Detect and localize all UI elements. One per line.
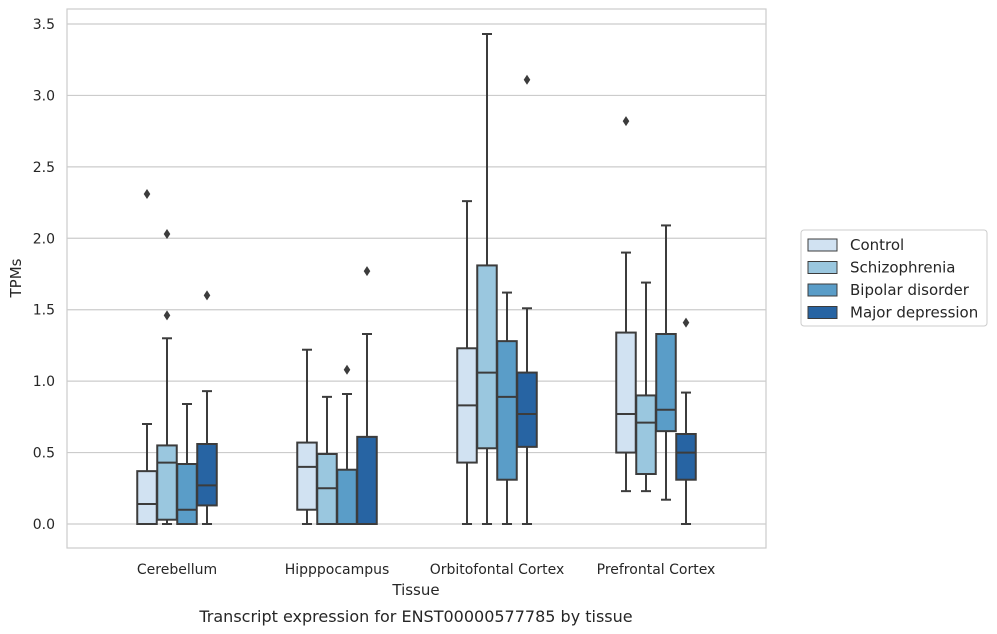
- box-body: [336, 468, 358, 526]
- box-schizophrenia: [635, 281, 657, 493]
- x-tick-label: Cerebellum: [137, 562, 217, 578]
- x-tick-label: Orbitofontal Cortex: [430, 562, 565, 578]
- box-body: [476, 264, 498, 450]
- outlier-point: [163, 229, 171, 239]
- outlier-point: [143, 189, 151, 199]
- x-tick-label: Prefrontal Cortex: [597, 562, 716, 578]
- box-body: [655, 333, 677, 433]
- box-control: [615, 116, 637, 493]
- legend-entry: Major depression: [850, 304, 978, 322]
- box-major-depression: [675, 317, 697, 525]
- outlier-point: [682, 317, 690, 328]
- y-tick-label: 0.0: [33, 517, 55, 533]
- y-tick-label: 0.5: [33, 446, 55, 462]
- box-schizophrenia: [476, 33, 498, 525]
- outlier-point: [343, 364, 351, 375]
- box-body: [196, 443, 218, 507]
- legend-swatch: [807, 261, 838, 274]
- box-body: [176, 463, 198, 525]
- x-axis-label: Tissue: [391, 581, 439, 599]
- box-body: [136, 470, 158, 525]
- box-body: [635, 394, 657, 475]
- y-tick-label: 3.5: [33, 17, 55, 33]
- legend-frame: [800, 229, 988, 327]
- box-body: [356, 435, 378, 526]
- outlier-point: [363, 266, 371, 277]
- outlier-point: [523, 74, 531, 85]
- x-tick-label: Hipppocampus: [285, 562, 390, 578]
- box-major-depression: [196, 290, 218, 525]
- legend-swatch: [807, 283, 838, 297]
- box-body: [296, 441, 318, 511]
- outlier-point: [163, 310, 171, 321]
- box-body: [615, 331, 637, 454]
- outlier-point: [622, 116, 630, 127]
- legend: Control Schizophrenia Bipolar disorder Majo…: [800, 229, 988, 327]
- box-body: [156, 444, 178, 521]
- box-major-depression: [356, 266, 378, 526]
- box-body: [516, 371, 538, 448]
- box-body: [675, 433, 697, 481]
- chart-caption: Transcript expression for ENST0000057778…: [198, 607, 632, 626]
- y-tick-label: 1.0: [33, 374, 55, 390]
- box-schizophrenia: [156, 229, 178, 525]
- box-body: [496, 340, 518, 481]
- y-tick-label: 1.5: [33, 303, 55, 319]
- box-bipolar-disorder: [655, 224, 677, 501]
- legend-swatch: [807, 306, 838, 319]
- y-tick-label: 2.0: [33, 231, 55, 247]
- y-tick-label: 3.0: [33, 88, 55, 104]
- box-major-depression: [516, 74, 538, 525]
- legend-entry: Bipolar disorder: [850, 281, 970, 299]
- legend-entry: Control: [850, 236, 904, 254]
- y-axis-label: TPMs: [7, 258, 25, 298]
- outlier-point: [203, 290, 211, 301]
- legend-swatch: [807, 238, 838, 252]
- x-axis-ticks: Cerebellum Hipppocampus Orbitofontal Corte…: [137, 562, 715, 578]
- box-control: [456, 200, 478, 525]
- box-control: [296, 348, 318, 525]
- y-axis-ticks: 0.0 0.5 1.0 1.5 2.0 2.5 3.0 3.5: [33, 17, 55, 533]
- legend-entry: Schizophrenia: [850, 259, 955, 277]
- boxes-layer: [136, 33, 697, 526]
- y-tick-label: 2.5: [33, 160, 55, 176]
